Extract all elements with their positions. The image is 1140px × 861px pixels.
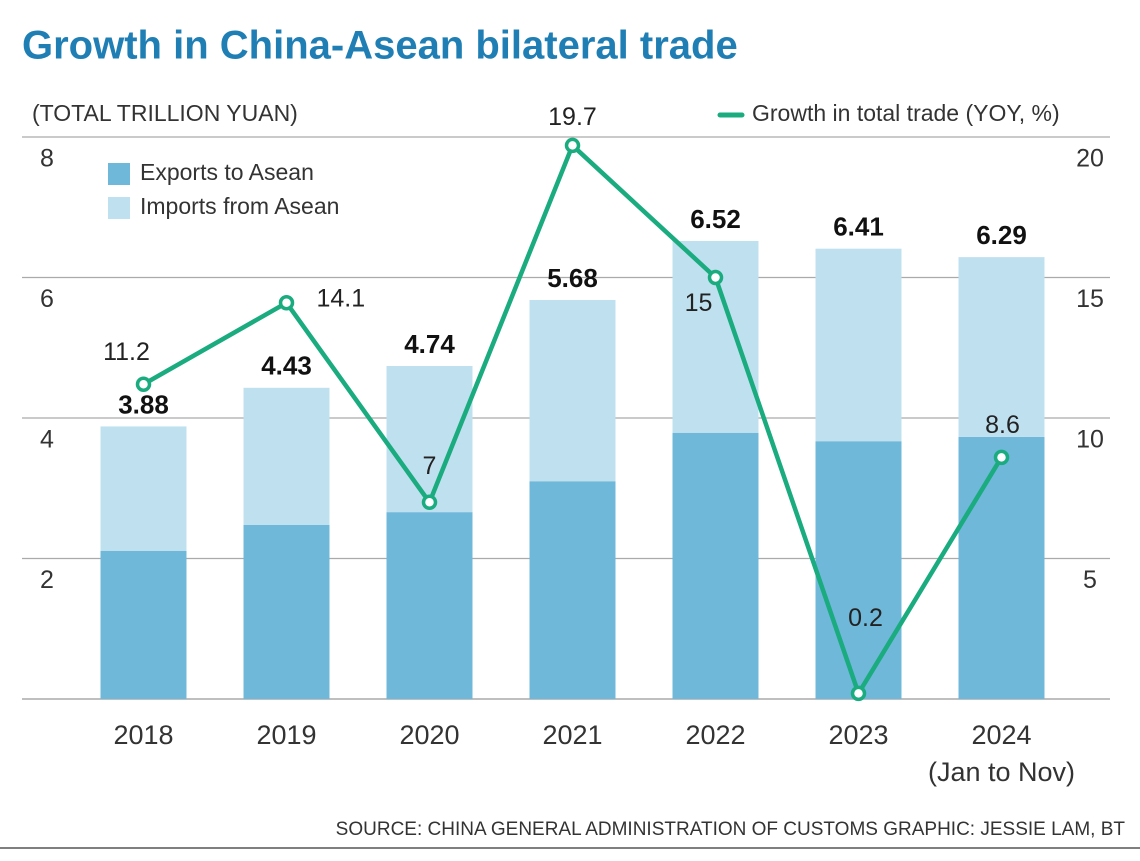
bar-segment [243, 524, 330, 699]
x-tick-label: 2022 [685, 720, 745, 750]
growth-label: 19.7 [548, 103, 597, 131]
growth-label: 11.2 [103, 338, 150, 366]
growth-label: 15 [685, 289, 713, 317]
total-label: 3.88 [118, 389, 169, 419]
bar-segment [243, 387, 330, 525]
legend-label: Growth in total trade (YOY, %) [752, 100, 1060, 126]
total-label: 4.43 [261, 351, 312, 381]
growth-label: 14.1 [317, 284, 366, 312]
y-tick-label: 8 [40, 145, 54, 173]
y-tick-label: 6 [40, 285, 54, 313]
x-tick-label: 2020 [399, 720, 459, 750]
bar-segment [815, 441, 902, 699]
bar-segment [386, 512, 473, 699]
legend-swatch [108, 163, 130, 185]
x-tick-label: 2018 [113, 720, 173, 750]
total-label: 5.68 [547, 263, 598, 293]
bar-segment [958, 257, 1045, 437]
bar-segment [529, 481, 616, 699]
total-label: 6.29 [976, 220, 1027, 250]
y2-tick-label: 15 [1076, 285, 1104, 313]
bar-segment [672, 432, 759, 699]
total-label: 6.41 [833, 212, 884, 242]
legend-label: Exports to Asean [140, 159, 314, 185]
bar-segment [815, 248, 902, 442]
y-tick-label: 2 [40, 566, 54, 594]
legend-label: Imports from Asean [140, 193, 339, 219]
growth-point [421, 494, 438, 511]
source: SOURCE: CHINA GENERAL ADMINISTRATION OF … [336, 819, 1126, 840]
growth-label: 7 [423, 452, 437, 480]
bar-segment [100, 550, 187, 699]
growth-point [564, 137, 581, 154]
y2-tick-label: 20 [1076, 145, 1104, 173]
y2-tick-label: 10 [1076, 426, 1104, 454]
bar-segment [529, 299, 616, 482]
x-tick-label: 2023 [828, 720, 888, 750]
growth-point [993, 449, 1010, 466]
bar-segment [386, 366, 473, 513]
x-tick-label: 2021 [542, 720, 602, 750]
y2-tick-label: 5 [1083, 566, 1097, 594]
growth-point [278, 295, 295, 311]
chart-title: Growth in China-Asean bilateral trade [22, 24, 738, 68]
growth-point [135, 376, 152, 393]
growth-label: 0.2 [848, 604, 883, 632]
bar-segment [672, 240, 759, 433]
x-tick-note: (Jan to Nov) [928, 757, 1075, 787]
bar-segment [958, 436, 1045, 699]
growth-point [707, 269, 724, 286]
growth-label: 8.6 [985, 411, 1020, 439]
y-axis-title: (TOTAL TRILLION YUAN) [32, 100, 298, 126]
x-tick-label: 2024 [971, 720, 1031, 750]
growth-point [850, 685, 867, 702]
x-tick-label: 2019 [256, 720, 316, 750]
total-label: 6.52 [690, 204, 741, 234]
y-tick-label: 4 [40, 426, 54, 454]
total-label: 4.74 [404, 329, 455, 359]
legend-swatch [108, 197, 130, 219]
bar-segment [100, 426, 187, 551]
